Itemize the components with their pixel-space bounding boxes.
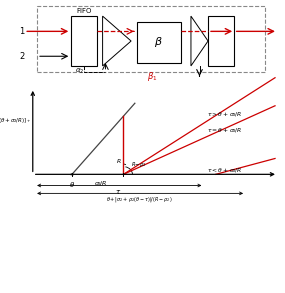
Bar xyxy=(208,16,234,66)
Text: $R[\tau-(\theta+\sigma_2\!/R)]_+$: $R[\tau-(\theta+\sigma_2\!/R)]_+$ xyxy=(0,116,31,125)
Text: $\theta$: $\theta$ xyxy=(69,180,75,189)
Text: 1: 1 xyxy=(19,27,24,36)
Text: $\beta$: $\beta$ xyxy=(154,35,163,50)
Text: $\tau > \theta + \sigma_2\!/R$: $\tau > \theta + \sigma_2\!/R$ xyxy=(207,110,242,119)
Text: $\tau$: $\tau$ xyxy=(115,188,122,195)
Text: 2: 2 xyxy=(19,52,24,61)
Text: $R$: $R$ xyxy=(116,157,122,165)
Text: $\times$: $\times$ xyxy=(69,170,75,178)
Text: $\tau = \theta + \sigma_2\!/R$: $\tau = \theta + \sigma_2\!/R$ xyxy=(207,126,242,135)
Bar xyxy=(137,22,181,63)
Text: $\beta_1$: $\beta_1$ xyxy=(147,70,158,83)
Text: $\sigma_2\!/R$: $\sigma_2\!/R$ xyxy=(94,180,107,188)
Bar xyxy=(37,6,265,72)
Polygon shape xyxy=(191,16,208,66)
Text: $\tau < \theta + \sigma_2\!/R$: $\tau < \theta + \sigma_2\!/R$ xyxy=(207,166,242,175)
Text: $\alpha_2$: $\alpha_2$ xyxy=(75,67,84,76)
Bar xyxy=(71,16,97,66)
Text: $R\!-\!\rho_2$: $R\!-\!\rho_2$ xyxy=(131,160,147,169)
Polygon shape xyxy=(103,16,131,66)
Text: FIFO: FIFO xyxy=(76,8,92,14)
Text: $\theta+|\sigma_2+\rho_2(\theta-\tau)|/(R-\rho_2)$: $\theta+|\sigma_2+\rho_2(\theta-\tau)|/(… xyxy=(106,195,173,204)
